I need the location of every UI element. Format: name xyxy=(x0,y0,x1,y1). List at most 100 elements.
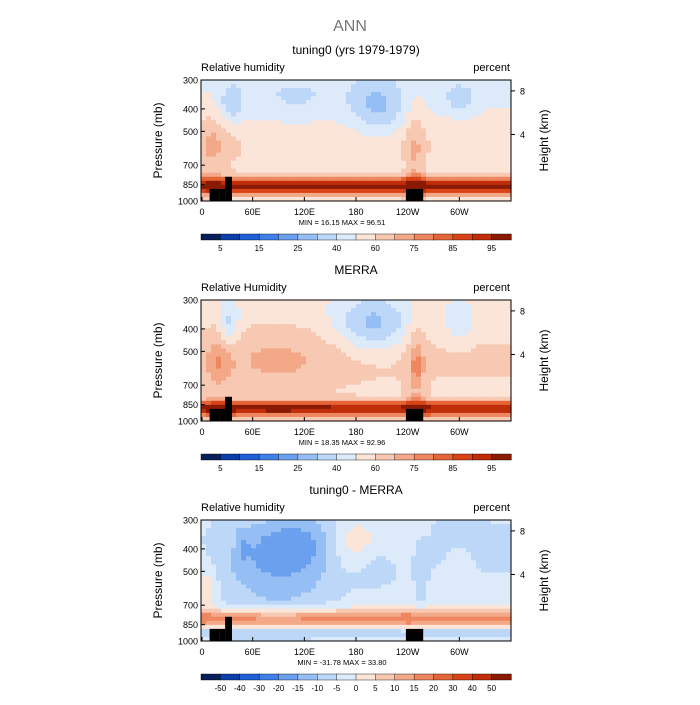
field-cell xyxy=(201,92,207,97)
field-cell xyxy=(286,100,292,105)
field-cell xyxy=(366,361,372,366)
field-cell xyxy=(286,136,292,141)
field-cell xyxy=(496,132,502,137)
field-cell xyxy=(406,153,412,158)
field-cell xyxy=(241,520,247,525)
field-cell xyxy=(476,104,482,109)
field-cell xyxy=(451,193,457,198)
field-cell xyxy=(466,145,472,150)
field-cell xyxy=(261,300,267,305)
field-cell xyxy=(501,393,507,398)
field-cell xyxy=(451,141,457,146)
field-cell xyxy=(496,169,502,174)
field-cell xyxy=(386,520,392,525)
field-cell xyxy=(411,336,417,341)
field-cell xyxy=(441,373,447,378)
field-cell xyxy=(256,361,262,366)
field-cell xyxy=(451,185,457,190)
field-cell xyxy=(491,589,497,594)
field-cell xyxy=(411,185,417,190)
field-cell xyxy=(421,544,427,549)
field-cell xyxy=(301,153,307,158)
field-cell xyxy=(496,373,502,378)
field-cell xyxy=(411,381,417,386)
field-cell xyxy=(376,193,382,198)
field-cell xyxy=(426,381,432,386)
field-cell xyxy=(246,112,252,117)
field-cell xyxy=(261,153,267,158)
field-cell xyxy=(356,352,362,357)
field-cell xyxy=(256,536,262,541)
field-cell xyxy=(356,361,362,366)
field-cell xyxy=(406,524,412,529)
field-cell xyxy=(291,581,297,586)
field-cell xyxy=(416,181,422,186)
field-cell xyxy=(206,389,212,394)
field-cell xyxy=(341,92,347,97)
field-cell xyxy=(426,116,432,121)
field-cell xyxy=(466,361,472,366)
field-cell xyxy=(356,193,362,198)
y-right-tick-label: 4 xyxy=(520,130,525,140)
topography-block xyxy=(210,409,220,421)
field-cell xyxy=(361,128,367,133)
field-cell xyxy=(246,536,252,541)
field-cell xyxy=(301,304,307,309)
field-cell xyxy=(216,572,222,577)
field-cell xyxy=(366,405,372,410)
field-cell xyxy=(406,181,412,186)
field-cell xyxy=(376,100,382,105)
colorbar-swatch xyxy=(337,454,357,460)
field-cell xyxy=(471,100,477,105)
field-cell xyxy=(346,536,352,541)
field-cell xyxy=(396,193,402,198)
field-cell xyxy=(406,405,412,410)
field-cell xyxy=(341,409,347,414)
field-cell xyxy=(201,153,207,158)
field-cell xyxy=(211,332,217,337)
field-cell xyxy=(386,108,392,113)
field-cell xyxy=(321,88,327,93)
field-cell xyxy=(296,124,302,129)
field-cell xyxy=(356,120,362,125)
field-cell xyxy=(276,520,282,525)
field-cell xyxy=(251,377,257,382)
field-cells xyxy=(201,80,512,202)
field-cell xyxy=(446,153,452,158)
field-cell xyxy=(451,112,457,117)
field-cell xyxy=(371,116,377,121)
field-cell xyxy=(326,344,332,349)
field-cell xyxy=(231,96,237,101)
field-cell xyxy=(306,589,312,594)
field-cell xyxy=(391,181,397,186)
field-cell xyxy=(301,328,307,333)
field-cell xyxy=(496,385,502,390)
field-cell xyxy=(381,177,387,182)
field-cell xyxy=(331,401,337,406)
field-cell xyxy=(361,528,367,533)
field-cell xyxy=(391,544,397,549)
field-cell xyxy=(371,544,377,549)
field-cell xyxy=(471,324,477,329)
field-cell xyxy=(281,568,287,573)
y-tick-label: 1000 xyxy=(178,417,198,427)
field-cell xyxy=(426,185,432,190)
field-cell xyxy=(271,108,277,113)
field-cell xyxy=(326,361,332,366)
field-cell xyxy=(201,572,207,577)
field-cell xyxy=(301,332,307,337)
field-cell xyxy=(426,576,432,581)
field-cell xyxy=(281,340,287,345)
field-cell xyxy=(486,161,492,166)
field-cell xyxy=(376,585,382,590)
field-cell xyxy=(421,556,427,561)
field-cell xyxy=(491,524,497,529)
field-cell xyxy=(426,316,432,321)
field-cell xyxy=(201,316,207,321)
field-cell xyxy=(456,348,462,353)
field-cell xyxy=(436,365,442,370)
field-cell xyxy=(276,145,282,150)
field-cell xyxy=(411,173,417,178)
field-cell xyxy=(426,161,432,166)
field-cell xyxy=(486,556,492,561)
